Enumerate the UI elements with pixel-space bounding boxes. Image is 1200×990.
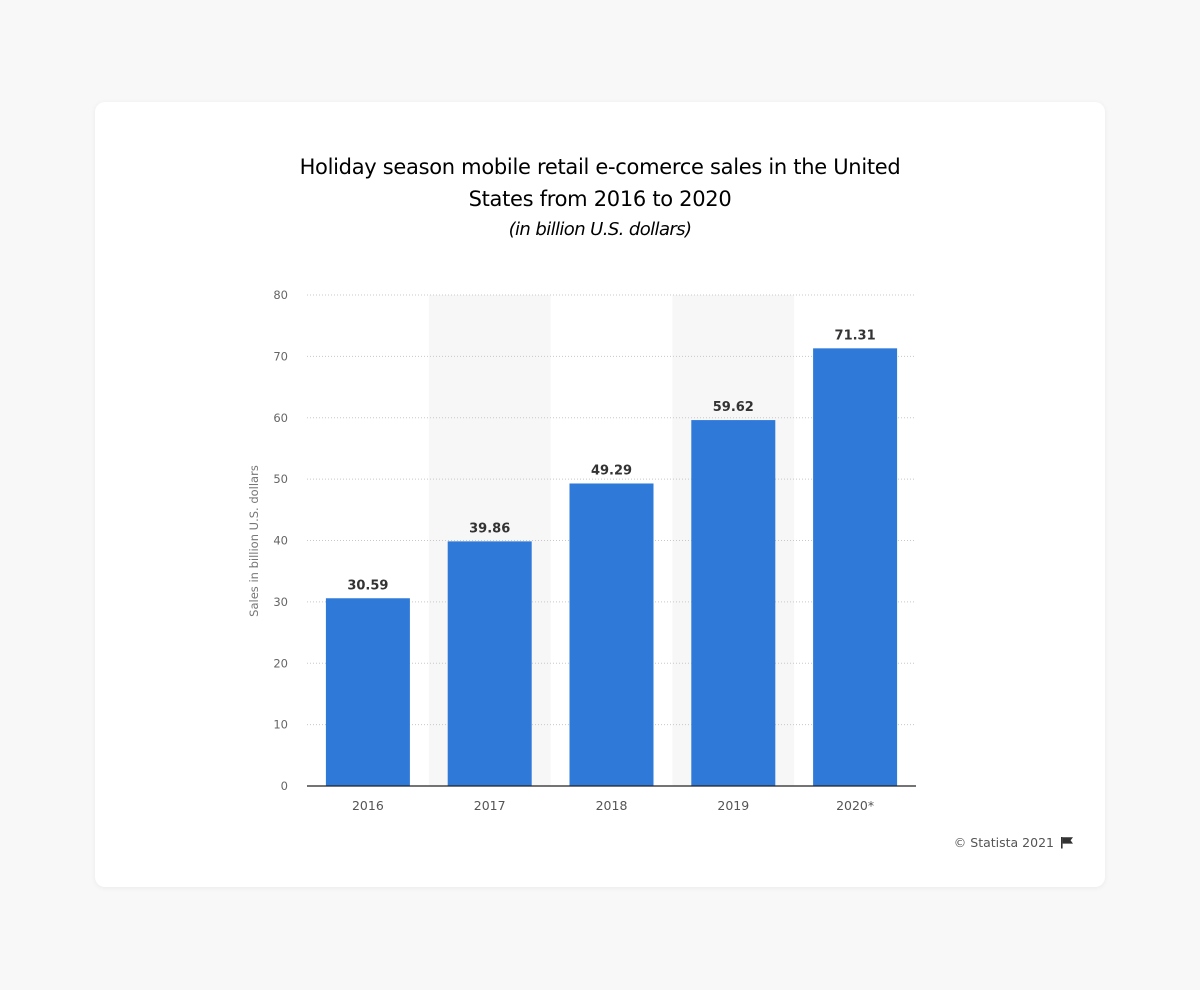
bars — [325, 348, 898, 786]
chart-title: Holiday season mobile retail e-comerce s… — [0, 151, 1200, 215]
x-tick-2018: 2018 — [596, 798, 628, 813]
y-tick-30: 30 — [273, 595, 288, 609]
bar-2017[interactable] — [447, 541, 532, 786]
copyright-text: © Statista 2021 — [953, 835, 1054, 850]
y-axis-label: Sales in billion U.S. dollars — [247, 465, 261, 617]
bar-2016[interactable] — [325, 598, 410, 786]
bar-2018[interactable] — [569, 483, 654, 786]
bar-2020*[interactable] — [813, 348, 898, 786]
value-label-2020*: 71.31 — [835, 328, 876, 343]
flag-icon[interactable] — [1060, 836, 1074, 849]
y-tick-60: 60 — [273, 411, 288, 425]
copyright-notice: © Statista 2021 — [954, 835, 1074, 850]
value-label-2016: 30.59 — [347, 578, 388, 593]
y-axis-ticks: 0 10 20 30 40 50 60 70 80 — [273, 288, 288, 793]
x-tick-2016: 2016 — [352, 798, 384, 813]
x-tick-2017: 2017 — [474, 798, 506, 813]
y-tick-20: 20 — [273, 656, 288, 670]
y-tick-0: 0 — [281, 779, 288, 793]
y-tick-50: 50 — [273, 472, 288, 486]
x-tick-2019: 2019 — [717, 798, 749, 813]
bar-2019[interactable] — [691, 420, 776, 786]
value-labels: 30.59 39.86 49.29 59.62 71.31 — [347, 328, 875, 593]
y-tick-40: 40 — [273, 534, 288, 548]
chart-subtitle: (in billion U.S. dollars) — [508, 219, 692, 240]
value-label-2018: 49.29 — [591, 463, 632, 478]
y-tick-80: 80 — [273, 288, 288, 302]
chart-title-line-1: Holiday season mobile retail e-comerce s… — [299, 155, 901, 179]
y-tick-70: 70 — [273, 349, 288, 363]
value-label-2017: 39.86 — [469, 521, 510, 536]
x-axis-ticks: 2016 2017 2018 2019 2020* — [352, 798, 874, 813]
x-tick-2020*: 2020* — [836, 798, 874, 813]
y-tick-10: 10 — [273, 718, 288, 732]
value-label-2019: 59.62 — [713, 400, 754, 415]
chart-title-line-2: States from 2016 to 2020 — [468, 187, 732, 211]
